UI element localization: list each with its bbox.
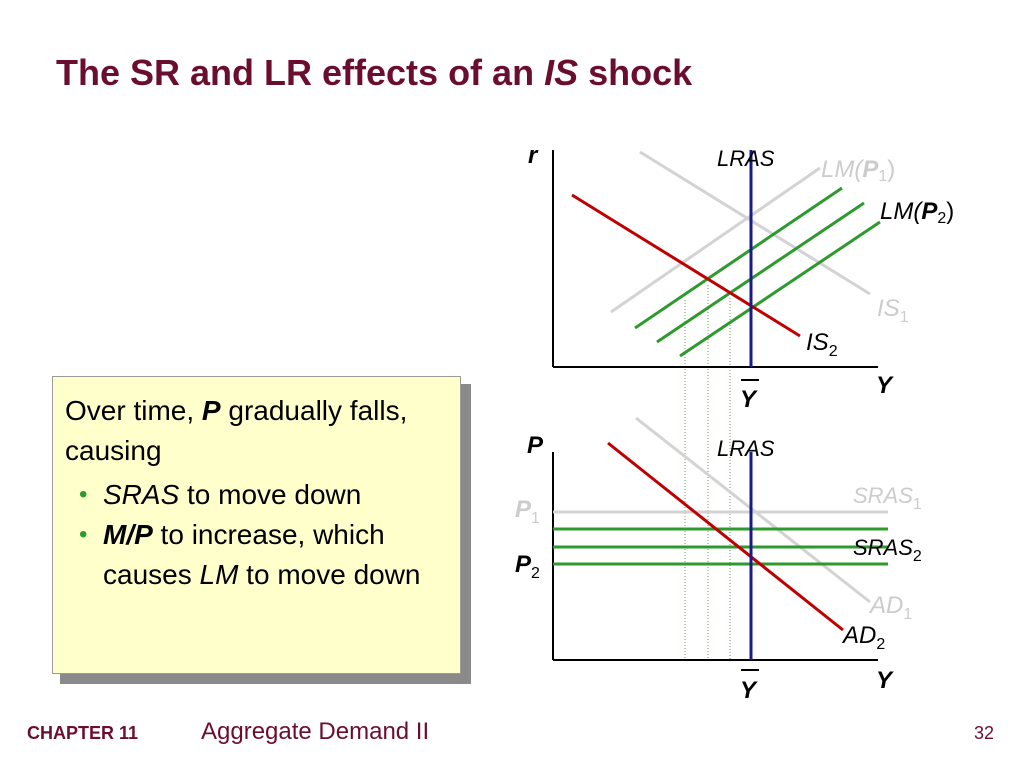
lm2-label: LM(P2)	[880, 198, 954, 227]
bullet-mp: • M/P to increase, which causes LM to mov…	[65, 515, 450, 595]
p2-label: P2	[515, 551, 540, 582]
lm1-curve	[610, 166, 821, 314]
footer-subject: Aggregate Demand II	[201, 718, 430, 745]
explanation-callout: Over time, P gradually falls, causing • S…	[52, 376, 461, 674]
guide-lines	[684, 285, 731, 660]
is1-label: IS1	[877, 295, 909, 326]
ad2-curve	[607, 441, 844, 632]
lm-green-1	[634, 186, 843, 330]
lm1-label: LM(P1)	[821, 156, 895, 185]
bottom-lras-label: LRAS	[717, 436, 775, 461]
bottom-ybar-label: Y	[740, 677, 758, 704]
callout-bullets: • SRAS to move down • M/P to increase, whi…	[65, 475, 450, 595]
top-graph-axes	[552, 150, 878, 368]
lm2-curve	[679, 220, 881, 358]
bullet-dot-icon: •	[79, 481, 88, 508]
is2-label: IS2	[806, 329, 838, 360]
sras2-label: SRAS2	[853, 535, 922, 565]
callout-intro: Over time, P gradually falls, causing	[65, 395, 408, 466]
is2-curve	[571, 193, 801, 338]
page-number: 32	[974, 723, 995, 743]
bottom-x-axis-label: Y	[876, 667, 894, 694]
lm-green-2	[656, 201, 865, 344]
ad1-curve	[635, 416, 871, 604]
top-y-axis-label: r	[528, 142, 539, 169]
bullet-dot-icon: •	[79, 521, 88, 548]
top-ybar-label: Y	[740, 386, 758, 413]
sras1-label: SRAS1	[853, 483, 922, 513]
top-lras-label: LRAS	[717, 146, 775, 171]
bullet-sras: • SRAS to move down	[65, 475, 450, 515]
ad2-label: AD2	[841, 622, 885, 653]
slide-title: The SR and LR effects of an IS shock	[56, 52, 693, 93]
bottom-graph-axes	[552, 452, 878, 661]
p1-label: P1	[515, 496, 540, 527]
bottom-y-axis-label: P	[527, 432, 544, 459]
is1-curve	[639, 150, 871, 296]
top-x-axis-label: Y	[876, 372, 894, 399]
footer-chapter: CHAPTER 11	[27, 723, 139, 743]
ad1-label: AD1	[868, 592, 912, 623]
